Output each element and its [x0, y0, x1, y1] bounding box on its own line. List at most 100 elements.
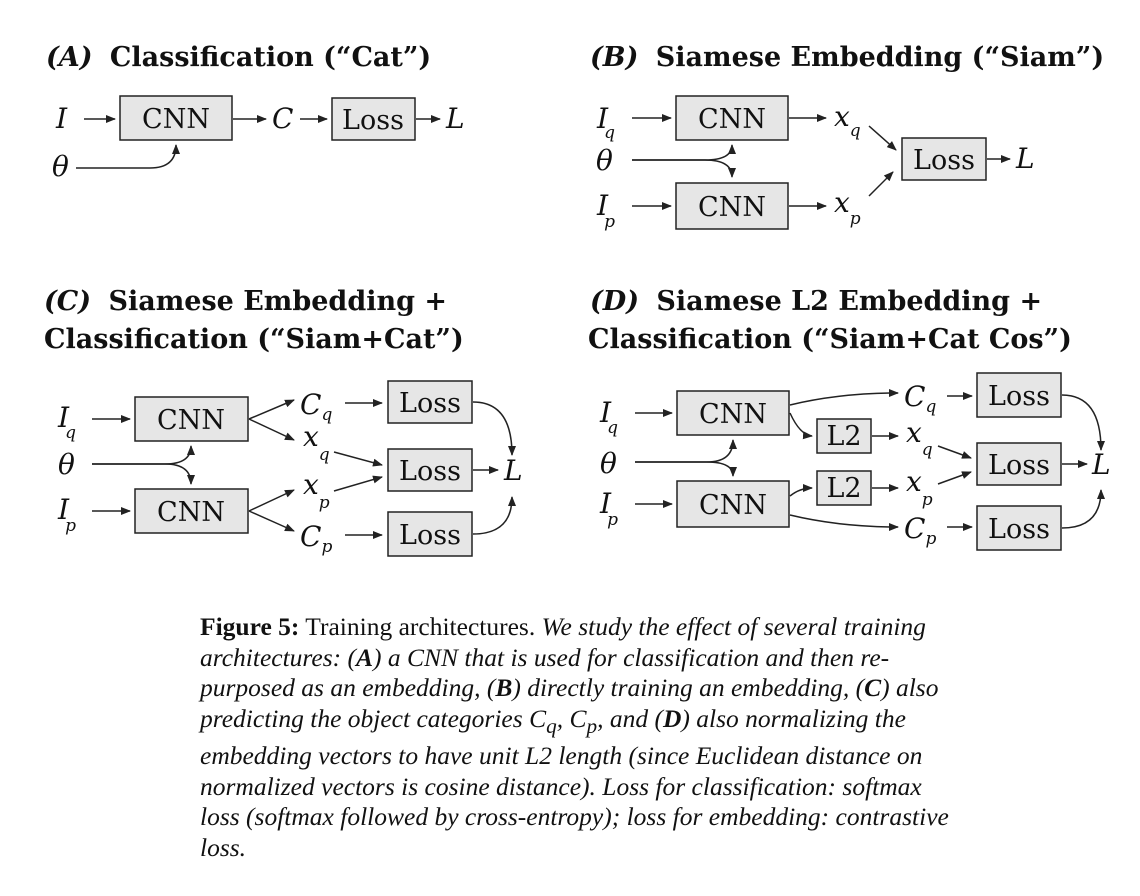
arrow-xq-to-loss-d	[937, 445, 972, 459]
loss-box	[331, 97, 416, 141]
caption-lead: Training architectures.	[299, 612, 542, 641]
cp-label-c: Cp	[300, 520, 332, 557]
arrow-xp-to-loss	[868, 171, 894, 197]
xp-label-c: xp	[303, 468, 330, 513]
cnn-bottom-box-c	[134, 488, 249, 534]
panel-b: (B) Siamese Embedding (“Siam”) Iq CNN xq…	[590, 42, 1104, 232]
input-iq-label-d: Iq	[599, 396, 618, 438]
cnn-bottom-label-d: CNN	[699, 490, 767, 521]
loss-mid-label-c: Loss	[399, 456, 461, 487]
arrow-cnn-to-cp-c	[248, 510, 295, 532]
cnn-label: CNN	[142, 104, 210, 135]
theta-label-d: θ	[600, 447, 617, 480]
l2-top-label-d: L2	[826, 421, 861, 452]
arrow-cnn-to-cp-d	[789, 514, 899, 531]
caption-label: Figure 5:	[200, 612, 300, 641]
xq-label-c: xq	[303, 420, 330, 465]
arrow-loss-bottom-to-l-c	[472, 496, 516, 535]
cnn-bottom-box-d	[676, 480, 790, 528]
l2-bottom-box-d	[816, 470, 872, 506]
loss-box-b	[901, 137, 987, 181]
panel-a: (A) Classification (“Cat”) I CNN C Loss …	[46, 42, 465, 183]
output-l-label: L	[445, 102, 465, 135]
arrow-cnn-to-l2-bottom-d	[789, 484, 813, 497]
loss-label: Loss	[342, 105, 404, 136]
panel-a-title: (A) Classification (“Cat”)	[46, 42, 431, 73]
cnn-top-box	[675, 95, 789, 141]
theta-label: θ	[52, 150, 69, 183]
loss-bottom-box-d	[976, 505, 1062, 551]
arrow-cnn-to-cq-d	[789, 389, 899, 406]
arrow-cnn-to-xq-c	[248, 418, 295, 441]
loss-mid-label-d: Loss	[988, 450, 1050, 481]
cnn-bottom-box	[675, 182, 789, 230]
figure-diagram: (A) Classification (“Cat”) I CNN C Loss …	[44, 42, 1111, 557]
xp-label: xp	[834, 186, 861, 229]
loss-bottom-box-c	[387, 511, 473, 557]
arrow-theta-to-cnn-bottom	[632, 159, 736, 178]
cnn-top-label-c: CNN	[157, 405, 225, 436]
theta-label-b: θ	[596, 144, 613, 177]
loss-mid-box-c	[387, 448, 473, 492]
panel-c-title-line2: Classification (“Siam+Cat”)	[44, 324, 464, 355]
arrow-theta-to-cnn-bottom-d	[635, 461, 737, 477]
arrow-cnn-to-cq-c	[248, 399, 295, 420]
arrow-xq-to-loss	[868, 125, 897, 151]
panel-c: (C) Siamese Embedding + Classification (…	[44, 286, 523, 557]
output-l-label-c: L	[503, 454, 523, 487]
output-c-label: C	[272, 102, 293, 135]
l2-bottom-label-d: L2	[826, 473, 861, 504]
arrow-theta-to-cnn-bottom-c	[92, 463, 195, 485]
input-ip-label-d: Ip	[599, 487, 618, 530]
cnn-top-box-c	[134, 396, 249, 442]
panel-c-title: (C) Siamese Embedding +	[44, 286, 447, 317]
loss-top-label-c: Loss	[399, 388, 461, 419]
cp-label-d: Cp	[904, 512, 936, 549]
arrow-xp-to-loss-d	[937, 471, 972, 485]
cq-label-d: Cq	[904, 380, 936, 417]
cnn-top-label-d: CNN	[699, 399, 767, 430]
cnn-bottom-label: CNN	[698, 192, 766, 223]
loss-bottom-label-c: Loss	[399, 520, 461, 551]
panel-d: (D) Siamese L2 Embedding + Classificatio…	[588, 286, 1111, 551]
panel-b-title: (B) Siamese Embedding (“Siam”)	[590, 42, 1104, 73]
cq-label-c: Cq	[300, 388, 332, 425]
input-ip-label: Ip	[596, 189, 615, 232]
xp-label-d: xp	[906, 465, 933, 510]
arrow-theta-to-cnn	[76, 144, 180, 169]
loss-mid-box-d	[976, 442, 1062, 486]
output-l-label-b: L	[1015, 142, 1035, 175]
panel-d-title: (D) Siamese L2 Embedding +	[590, 286, 1042, 317]
panel-d-title-line2: Classification (“Siam+Cat Cos”)	[588, 324, 1072, 355]
arrow-xq-to-loss-c	[333, 451, 383, 467]
cnn-top-label: CNN	[698, 104, 766, 135]
loss-top-box-c	[387, 380, 473, 424]
loss-top-label-d: Loss	[988, 381, 1050, 412]
arrow-theta-to-cnn-top-d	[635, 439, 737, 463]
arrow-cnn-to-l2-top-d	[789, 412, 813, 440]
input-i-label: I	[55, 102, 68, 135]
cnn-bottom-label-c: CNN	[157, 497, 225, 528]
xq-label: xq	[834, 100, 861, 141]
arrow-theta-to-cnn-top-c	[92, 445, 195, 465]
cnn-top-box-d	[676, 390, 790, 436]
input-iq-label: Iq	[596, 102, 615, 143]
output-l-label-d: L	[1091, 448, 1111, 481]
arrow-cnn-to-xp-c	[248, 489, 295, 512]
arrow-xp-to-loss-c	[333, 475, 383, 492]
figure-caption: Figure 5: Training architectures. We stu…	[200, 612, 960, 863]
loss-bottom-label-d: Loss	[988, 514, 1050, 545]
arrow-theta-to-cnn-top	[632, 144, 736, 161]
xq-label-d: xq	[906, 416, 933, 460]
arrow-loss-top-to-l-d	[1061, 394, 1105, 451]
input-iq-label-c: Iq	[57, 401, 76, 443]
arrow-loss-bottom-to-l-d	[1061, 489, 1105, 529]
theta-label-c: θ	[58, 448, 75, 481]
loss-top-box-d	[976, 372, 1062, 418]
cnn-box	[119, 95, 233, 141]
input-ip-label-c: Ip	[57, 493, 76, 536]
loss-label-b: Loss	[913, 145, 975, 176]
arrow-loss-top-to-l-c	[472, 401, 516, 456]
caption-body: We study the effect of several training …	[200, 612, 949, 862]
l2-top-box-d	[816, 418, 872, 454]
